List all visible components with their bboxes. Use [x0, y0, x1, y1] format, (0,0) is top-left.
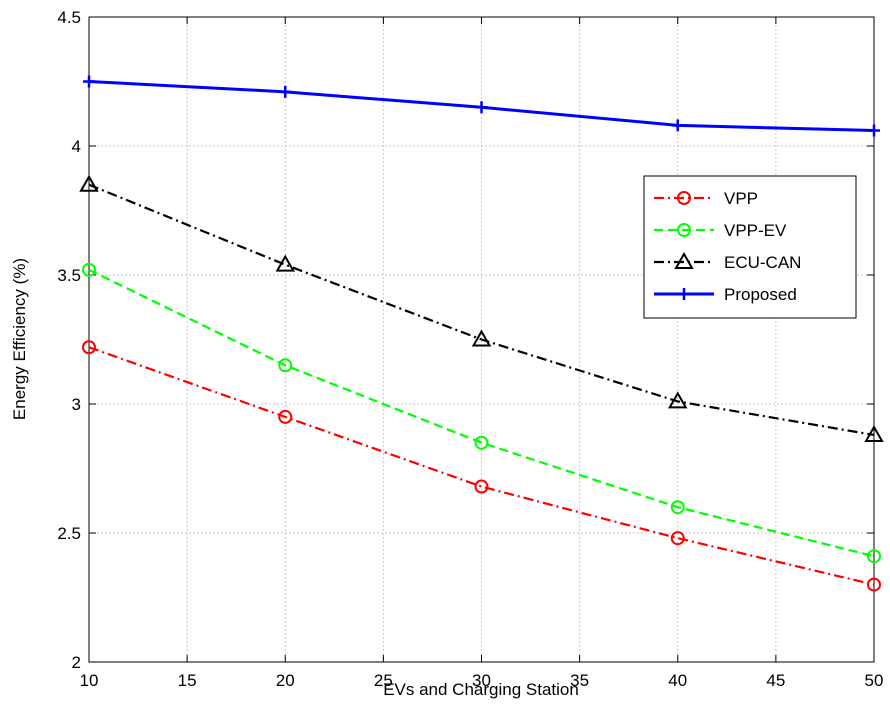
y-tick-label: 4.5: [57, 8, 81, 27]
y-tick-label: 4: [72, 137, 81, 156]
x-tick-label: 20: [276, 671, 295, 690]
series-vpp-ev: [82, 262, 881, 564]
data-point: [864, 424, 884, 442]
data-point: [868, 124, 880, 137]
legend-label: VPP: [724, 189, 758, 208]
data-point: [471, 329, 492, 347]
legend-entry: Proposed: [654, 285, 797, 304]
tick-layer: 10 15 20 25 30 35 40 45 50 2 2.5 3 3.5 4 4.5: [57, 8, 883, 690]
x-axis-label: EVs and Charging Station: [383, 680, 579, 699]
data-point: [670, 531, 685, 546]
data-point: [867, 577, 881, 592]
legend-marker: [674, 251, 694, 269]
data-point: [668, 391, 688, 409]
legend-entry: VPP-EV: [654, 221, 787, 240]
legend-marker: [677, 191, 691, 205]
legend-label: ECU-CAN: [724, 253, 801, 272]
data-point: [83, 75, 95, 88]
series-vpp: [82, 340, 881, 592]
x-tick-label: 40: [668, 671, 687, 690]
data-point: [79, 174, 99, 192]
x-tick-label: 25: [374, 671, 393, 690]
grid-layer: [89, 17, 874, 662]
data-point: [82, 340, 96, 355]
y-tick-label: 3: [72, 395, 81, 414]
series-line: [88, 268, 875, 558]
data-point: [670, 500, 685, 515]
legend-label: VPP-EV: [724, 221, 787, 240]
data-point: [278, 358, 293, 373]
series-line: [88, 183, 875, 437]
y-tick-label: 2: [72, 653, 81, 672]
data-point: [475, 101, 488, 114]
data-point: [278, 409, 293, 424]
x-tick-label: 30: [472, 671, 491, 690]
x-tick-label: 35: [570, 671, 589, 690]
x-tick-label: 50: [865, 671, 884, 690]
y-tick-label: 3.5: [57, 266, 81, 285]
x-tick-label: 10: [80, 671, 99, 690]
legend-entry: VPP: [654, 189, 758, 208]
data-point: [671, 119, 684, 132]
y-axis-label: Energy Efficiency (%): [10, 258, 29, 420]
series-proposed: [83, 75, 880, 137]
data-point: [279, 85, 292, 98]
legend: VPP VPP-EV ECU-CAN Proposed: [643, 175, 857, 319]
legend-label: Proposed: [724, 285, 797, 304]
x-tick-label: 45: [766, 671, 785, 690]
series-layer: [79, 75, 884, 592]
legend-marker: [678, 288, 690, 300]
data-point: [82, 262, 96, 277]
series-line: [88, 346, 875, 586]
x-tick-label: 15: [178, 671, 197, 690]
y-tick-label: 2.5: [57, 524, 81, 543]
data-point: [474, 435, 489, 450]
legend-marker: [677, 223, 691, 237]
data-point: [474, 479, 489, 494]
legend-entry: ECU-CAN: [654, 251, 801, 272]
data-point: [275, 254, 295, 272]
data-point: [867, 549, 881, 564]
series-ecu-can: [79, 174, 884, 442]
